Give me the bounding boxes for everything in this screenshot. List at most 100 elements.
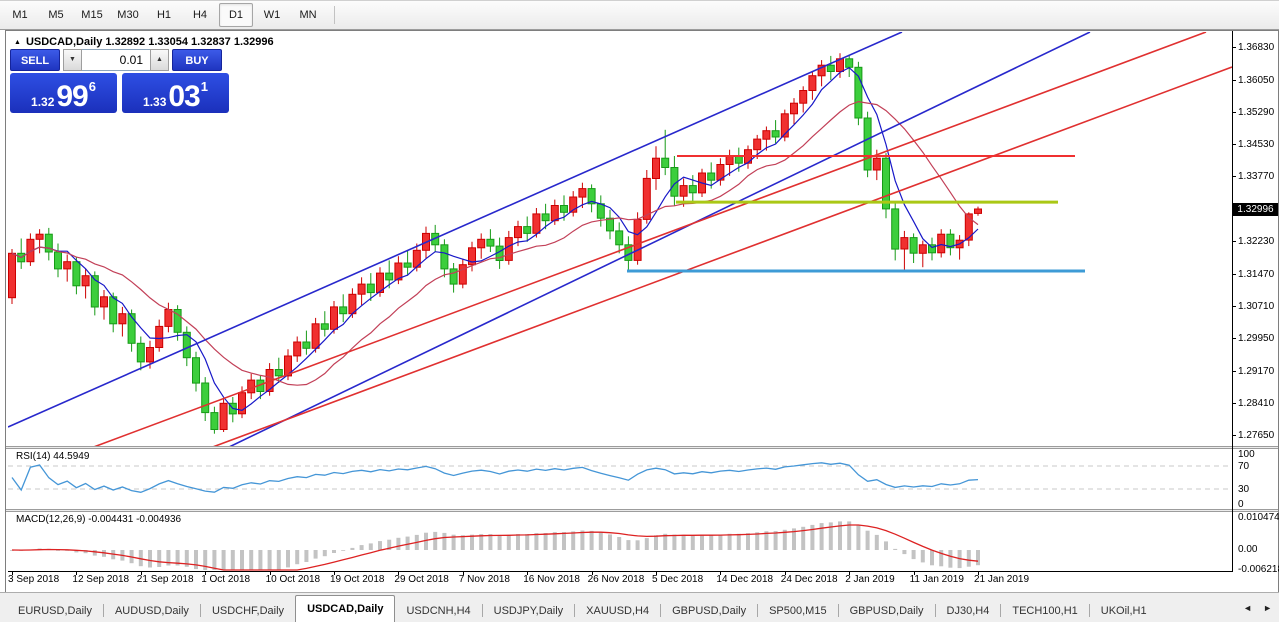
chart-tab-dj30-h4[interactable]: DJ30,H4: [946, 605, 990, 617]
time-axis-line: [8, 571, 1232, 572]
tab-scroll-right-icon[interactable]: ►: [1263, 603, 1272, 613]
spinner-down-icon: ▼: [69, 56, 76, 63]
date-axis-tick: [591, 572, 593, 575]
rsi-axis-label: 70: [1238, 461, 1250, 472]
tab-separator: [199, 604, 201, 617]
date-axis-label: 11 Jan 2019: [909, 574, 964, 585]
sell-price-box[interactable]: 1.32 99 6: [10, 73, 117, 113]
price-axis-label: 1.32230: [1238, 236, 1275, 248]
date-axis-label: 12 Sep 2018: [72, 574, 130, 585]
price-axis-tick: [1232, 273, 1236, 275]
lot-size-input[interactable]: 0.01: [82, 49, 150, 71]
date-axis-tick: [462, 572, 464, 575]
timeframe-button-m5[interactable]: M5: [48, 9, 64, 21]
date-axis-label: 16 Nov 2018: [523, 574, 580, 585]
date-axis-tick: [849, 572, 851, 575]
chart-tab-usdcad-daily[interactable]: USDCAD,Daily: [295, 595, 396, 622]
collapse-triangle-icon[interactable]: ▲: [14, 38, 21, 46]
timeframe-button-m30[interactable]: M30: [117, 9, 139, 21]
spinner-up-icon: ▲: [156, 56, 163, 63]
sell-button[interactable]: SELL: [10, 49, 60, 71]
price-axis-label: 1.27650: [1238, 429, 1275, 441]
price-axis-tick: [1232, 434, 1236, 436]
buy-price-big: 03: [168, 80, 200, 113]
timeframe-button-w1[interactable]: W1: [263, 9, 281, 21]
chart-tab-sp500-m15[interactable]: SP500,M15: [769, 605, 827, 617]
chart-title: ▲ USDCAD,Daily 1.32892 1.33054 1.32837 1…: [14, 36, 274, 48]
price-axis-tick: [1232, 47, 1236, 48]
chart-tab-gbpusd-daily[interactable]: GBPUSD,Daily: [672, 605, 747, 617]
date-axis-label: 7 Nov 2018: [458, 574, 510, 585]
date-axis-label: 1 Oct 2018: [201, 574, 251, 585]
chart-tab-usdcnh-h4[interactable]: USDCNH,H4: [406, 605, 471, 617]
date-axis-label: 26 Nov 2018: [587, 574, 645, 585]
timeframe-button-mn[interactable]: MN: [299, 9, 317, 21]
price-axis-tick: [1232, 370, 1236, 372]
buy-price-box[interactable]: 1.33 03 1: [122, 73, 229, 113]
chart-tab-gbpusd-daily[interactable]: GBPUSD,Daily: [849, 605, 924, 617]
timeframe-button-m1[interactable]: M1: [12, 9, 28, 21]
price-axis-tick: [1232, 337, 1236, 339]
timeframe-button-d1[interactable]: D1: [219, 3, 253, 27]
chart-tab-xauusd-h4[interactable]: XAUUSD,H4: [586, 605, 650, 617]
macd-indicator-label: MACD(12,26,9) -0.004431 -0.004936: [16, 514, 182, 525]
tab-separator: [102, 604, 104, 617]
price-axis-label: 1.29170: [1238, 365, 1275, 377]
chart-title-text: USDCAD,Daily 1.32892 1.33054 1.32837 1.3…: [25, 36, 274, 48]
price-axis-tick: [1232, 144, 1236, 146]
timeframe-button-m15[interactable]: M15: [81, 9, 103, 21]
chart-window: ▲ USDCAD,Daily 1.32892 1.33054 1.32837 1…: [5, 30, 1279, 593]
buy-price-pip: 1: [200, 79, 208, 94]
chart-tab-usdchf-daily[interactable]: USDCHF,Daily: [211, 605, 285, 617]
macd-canvas[interactable]: [8, 512, 1232, 571]
date-axis-label: 19 Oct 2018: [330, 574, 385, 585]
sell-price-pip: 6: [88, 79, 96, 94]
one-click-trading-panel: SELL ▼ 0.01 ▲ BUY 1.32 99 6 1.33 03 1: [10, 49, 230, 113]
chart-tab-ukoil-h1[interactable]: UKOil,H1: [1100, 605, 1147, 617]
chart-tab-eurusd-daily[interactable]: EURUSD,Daily: [18, 605, 92, 617]
date-axis-tick: [656, 572, 657, 575]
date-axis-tick: [12, 572, 13, 575]
date-axis-label: 24 Dec 2018: [780, 574, 838, 585]
lot-increase-button[interactable]: ▲: [150, 49, 169, 71]
buy-price-small: 1.33: [143, 95, 167, 109]
date-axis-label: 21 Sep 2018: [136, 574, 194, 585]
timeframe-button-h4[interactable]: H4: [192, 9, 208, 21]
date-axis-label: 29 Oct 2018: [394, 574, 449, 585]
chart-tab-tech100-h1[interactable]: TECH100,H1: [1012, 605, 1078, 617]
rsi-panel-divider[interactable]: [6, 446, 1278, 449]
buy-button[interactable]: BUY: [172, 49, 222, 71]
date-axis-label: 14 Dec 2018: [716, 574, 774, 585]
chart-tab-audusd-daily[interactable]: AUDUSD,Daily: [114, 605, 189, 617]
price-axis-tick: [1232, 112, 1236, 114]
price-axis-label: 1.31470: [1238, 268, 1275, 280]
date-axis-tick: [76, 572, 78, 575]
tab-separator: [481, 604, 483, 617]
main-chart-canvas[interactable]: [8, 32, 1232, 446]
current-price-label: 1.32996: [1233, 202, 1278, 216]
date-axis-tick: [913, 572, 915, 575]
timeframe-button-h1[interactable]: H1: [156, 9, 172, 21]
rsi-canvas[interactable]: [8, 449, 1232, 509]
price-axis-tick: [1232, 402, 1236, 404]
date-axis-tick: [784, 572, 786, 575]
macd-axis-label: -0.006218: [1238, 564, 1279, 575]
lot-decrease-button[interactable]: ▼: [63, 49, 82, 71]
timeframe-toolbar: M1 M5 M15 M30 H1 H4 D1 W1 MN: [0, 0, 1279, 30]
tab-separator: [1088, 604, 1090, 617]
tab-scroll-left-icon[interactable]: ◄: [1243, 603, 1253, 613]
macd-panel-divider[interactable]: [6, 509, 1278, 512]
price-axis-tick: [1232, 176, 1236, 178]
macd-axis-label: 0.010474: [1238, 512, 1279, 523]
date-axis-label: 10 Oct 2018: [265, 574, 321, 585]
date-axis-tick: [978, 572, 979, 575]
price-axis-label: 1.33770: [1238, 171, 1275, 183]
tab-separator: [934, 604, 936, 617]
price-axis-tick: [1232, 79, 1236, 81]
tab-separator: [1000, 604, 1002, 617]
date-axis-tick: [720, 572, 722, 575]
chart-tab-usdjpy-daily[interactable]: USDJPY,Daily: [493, 605, 564, 617]
macd-axis-label: 0.00: [1238, 544, 1258, 555]
date-axis-tick: [527, 572, 529, 575]
toolbar-separator: [334, 6, 335, 24]
